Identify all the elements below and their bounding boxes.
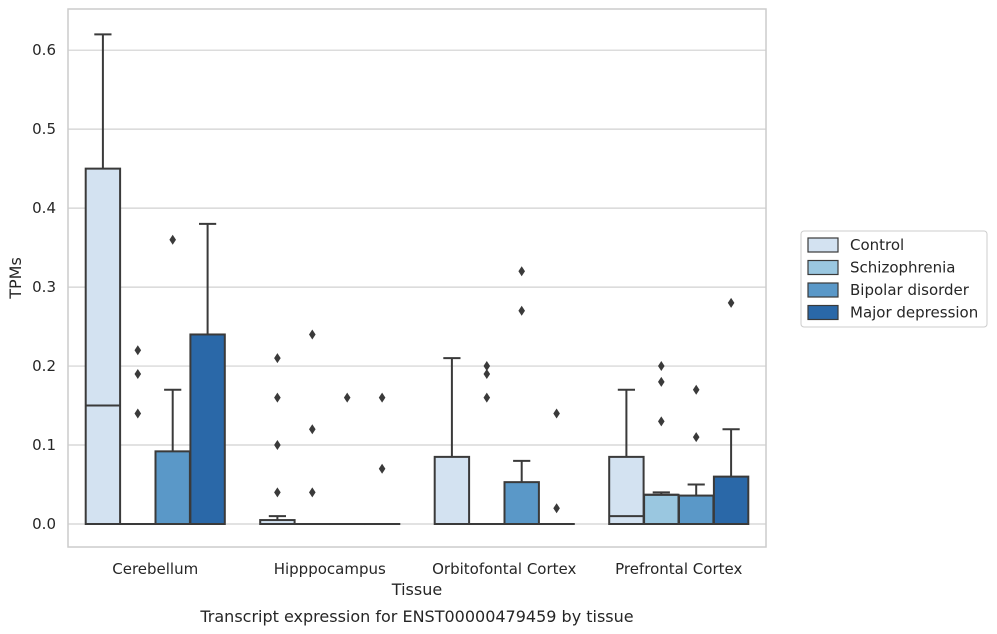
- y-tick-labels: 0.0 0.1 0.2 0.3 0.4 0.5 0.6: [32, 41, 56, 533]
- legend-swatch: [807, 282, 839, 298]
- box-schizophrenia: [643, 361, 680, 525]
- plot-frame: [67, 8, 767, 548]
- outlier-point: [658, 376, 665, 387]
- chart-title: Transcript expression for ENST0000047945…: [199, 607, 633, 626]
- outlier-point: [553, 503, 560, 514]
- x-tick-label: Prefrontal Cortex: [615, 560, 742, 578]
- outlier-point: [309, 424, 316, 435]
- legend-frame: [800, 230, 988, 328]
- box-body: [154, 450, 191, 525]
- legend-swatch: [807, 259, 839, 276]
- legend-swatch: [807, 237, 839, 253]
- box-control: [259, 353, 296, 526]
- outlier-point: [658, 361, 665, 372]
- outlier-point: [134, 368, 142, 379]
- outlier-point: [274, 392, 281, 403]
- legend-swatch: [807, 304, 839, 321]
- box-schizophrenia: [119, 345, 156, 526]
- y-tick-label: 0.5: [32, 120, 56, 138]
- box-control: [84, 33, 122, 525]
- x-tick-labels: Cerebellum Hipppocampus Orbitofontal Corte…: [112, 560, 742, 578]
- outlier-point: [553, 408, 560, 419]
- outlier-point: [518, 266, 525, 277]
- boxes: [84, 33, 750, 526]
- box-body: [433, 455, 471, 525]
- outlier-point: [483, 392, 491, 403]
- legend-label: Schizophrenia: [850, 259, 955, 277]
- x-axis-title: Tissue: [391, 580, 442, 599]
- box-major-depression: [189, 222, 226, 525]
- box-control: [433, 357, 471, 525]
- outlier-point: [378, 463, 386, 474]
- y-axis-title: TPMs: [6, 257, 25, 300]
- y-tick-label: 0.3: [32, 278, 56, 296]
- box-bipolar-disorder: [678, 384, 715, 525]
- outlier-point: [134, 408, 142, 419]
- legend: Control Schizophrenia Bipolar disorder Majo…: [800, 230, 988, 328]
- outlier-point: [483, 361, 491, 372]
- outlier-point: [274, 487, 281, 498]
- grid-lines: [68, 49, 766, 525]
- box-bipolar-disorder: [154, 234, 191, 525]
- box-control: [608, 388, 645, 525]
- x-tick-label: Cerebellum: [112, 560, 198, 578]
- box-body: [643, 493, 680, 525]
- outlier-point: [692, 432, 700, 443]
- box-body: [189, 333, 226, 525]
- legend-label: Major depression: [850, 304, 978, 322]
- outlier-point: [274, 440, 281, 451]
- y-tick-label: 0.4: [32, 199, 56, 217]
- outlier-point: [134, 345, 142, 356]
- y-tick-label: 0.6: [32, 41, 56, 59]
- box-schizophrenia: [294, 329, 331, 526]
- outlier-point: [727, 297, 735, 308]
- outlier-point: [658, 416, 665, 427]
- outlier-point: [518, 305, 525, 316]
- box-body: [84, 167, 122, 525]
- legend-label: Bipolar disorder: [850, 281, 970, 299]
- box-major-depression: [538, 408, 575, 526]
- x-tick-label: Orbitofontal Cortex: [432, 560, 576, 578]
- legend-label: Control: [850, 236, 904, 254]
- outlier-point: [309, 487, 316, 498]
- box-schizophrenia: [468, 361, 506, 526]
- outlier-point: [483, 368, 491, 379]
- box-body: [503, 481, 540, 526]
- box-body: [678, 494, 715, 525]
- x-tick-label: Hipppocampus: [274, 560, 386, 578]
- box-bipolar-disorder: [503, 266, 540, 526]
- y-tick-label: 0.0: [32, 515, 56, 533]
- y-tick-label: 0.2: [32, 357, 56, 375]
- outlier-point: [343, 392, 351, 403]
- outlier-point: [692, 384, 700, 395]
- box-body: [608, 455, 645, 525]
- box-major-depression: [363, 392, 401, 526]
- outlier-point: [169, 234, 176, 245]
- box-major-depression: [712, 297, 750, 526]
- outlier-point: [309, 329, 316, 340]
- y-tick-label: 0.1: [32, 436, 56, 454]
- outlier-point: [378, 392, 386, 403]
- outlier-point: [274, 353, 281, 364]
- box-bipolar-disorder: [329, 392, 366, 526]
- box-body: [712, 475, 750, 526]
